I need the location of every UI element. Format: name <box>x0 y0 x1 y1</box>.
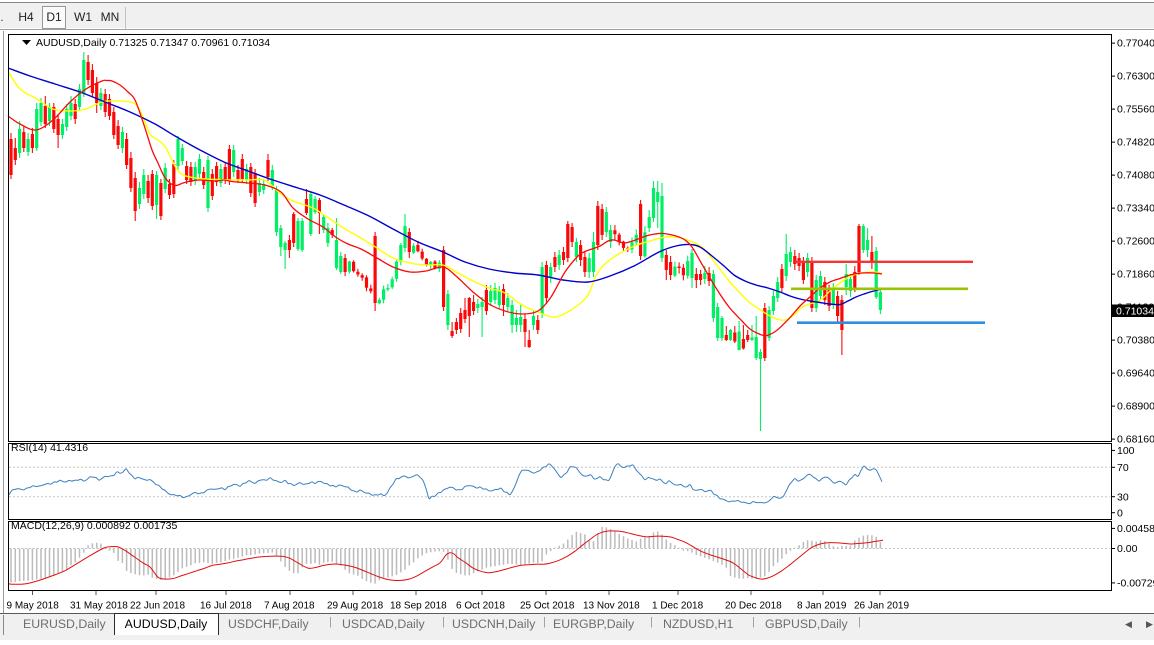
svg-text:7 Aug 2018: 7 Aug 2018 <box>264 601 315 612</box>
svg-text:26 Jan 2019: 26 Jan 2019 <box>854 601 909 612</box>
svg-text:0.70380: 0.70380 <box>1117 335 1154 347</box>
svg-text:30: 30 <box>1117 491 1129 503</box>
svg-text:20 Dec 2018: 20 Dec 2018 <box>725 601 782 612</box>
svg-text:-0.00729: -0.00729 <box>1117 578 1154 590</box>
svg-text:70: 70 <box>1117 462 1129 474</box>
svg-text:22 Jun 2018: 22 Jun 2018 <box>130 601 185 612</box>
svg-text:0.73340: 0.73340 <box>1117 203 1154 215</box>
svg-text:18 Sep 2018: 18 Sep 2018 <box>390 601 447 612</box>
svg-text:0.77040: 0.77040 <box>1117 38 1154 50</box>
svg-text:0.71860: 0.71860 <box>1117 269 1154 281</box>
svg-text:0.74080: 0.74080 <box>1117 170 1154 182</box>
svg-text:8 Jan 2019: 8 Jan 2019 <box>797 601 847 612</box>
svg-text:0.76300: 0.76300 <box>1117 71 1154 83</box>
svg-text:1 Dec 2018: 1 Dec 2018 <box>652 601 704 612</box>
svg-text:25 Oct 2018: 25 Oct 2018 <box>520 601 575 612</box>
svg-text:16 Jul 2018: 16 Jul 2018 <box>200 601 252 612</box>
svg-text:0.75560: 0.75560 <box>1117 104 1154 116</box>
svg-text:0: 0 <box>1117 507 1123 519</box>
svg-text:AUDUSD,Daily 0.71325 0.71347: AUDUSD,Daily 0.71325 0.71347 0.70961 0.7… <box>36 37 270 49</box>
svg-text:0.71034: 0.71034 <box>1116 305 1154 317</box>
svg-text:6 Oct 2018: 6 Oct 2018 <box>456 601 505 612</box>
svg-text:13 Nov 2018: 13 Nov 2018 <box>583 601 640 612</box>
svg-text:0.68900: 0.68900 <box>1117 401 1154 413</box>
svg-text:31 May 2018: 31 May 2018 <box>70 601 128 612</box>
svg-text:0.74820: 0.74820 <box>1117 137 1154 149</box>
svg-text:0.72600: 0.72600 <box>1117 236 1154 248</box>
svg-text:RSI(14) 41.4316: RSI(14) 41.4316 <box>11 442 88 454</box>
svg-text:0.004583: 0.004583 <box>1117 523 1154 535</box>
svg-text:9 May 2018: 9 May 2018 <box>7 601 60 612</box>
svg-text:29 Aug 2018: 29 Aug 2018 <box>327 601 384 612</box>
svg-text:0.00: 0.00 <box>1117 543 1138 555</box>
svg-text:0.69640: 0.69640 <box>1117 368 1154 380</box>
svg-text:0.68160: 0.68160 <box>1117 434 1154 446</box>
svg-text:100: 100 <box>1117 445 1135 457</box>
svg-text:MACD(12,26,9) 0.000892 0.00173: MACD(12,26,9) 0.000892 0.001735 <box>11 520 178 532</box>
